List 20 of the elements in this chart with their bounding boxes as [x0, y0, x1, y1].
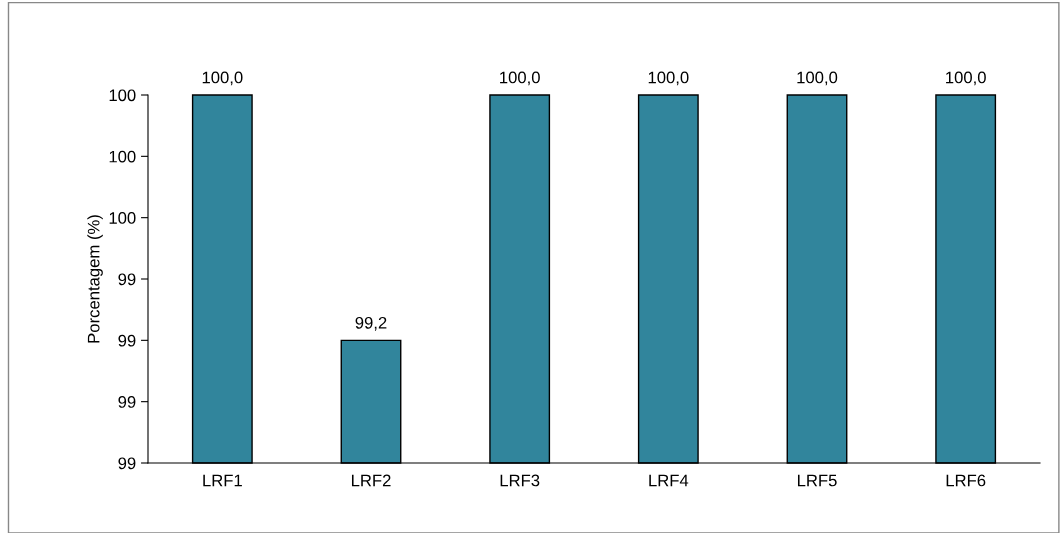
y-tick-label: 99: [118, 334, 136, 347]
data-label: 100,0: [500, 71, 540, 86]
y-tick-label: 100: [109, 89, 136, 102]
data-label: 99,2: [355, 316, 387, 331]
y-tick-label: 99: [118, 457, 136, 470]
data-label: 100,0: [648, 71, 689, 86]
x-tick-label: LRF1: [203, 474, 242, 487]
data-label: 100,0: [946, 71, 986, 86]
x-tick-label: LRF4: [649, 474, 689, 487]
data-label: 100,0: [202, 71, 243, 86]
data-label: 100,0: [797, 71, 838, 86]
y-tick-label: 99: [118, 273, 136, 286]
y-tick-label: 100: [109, 150, 136, 163]
x-tick-label: LRF2: [351, 474, 391, 487]
y-tick-label: 99: [118, 396, 136, 408]
x-tick-label: LRF5: [797, 474, 837, 487]
y-tick-label: 100: [109, 212, 136, 224]
x-tick-label: LRF3: [500, 474, 540, 487]
y-axis-title: Porcentagem (%): [87, 215, 103, 343]
x-tick-label: LRF6: [946, 474, 986, 487]
